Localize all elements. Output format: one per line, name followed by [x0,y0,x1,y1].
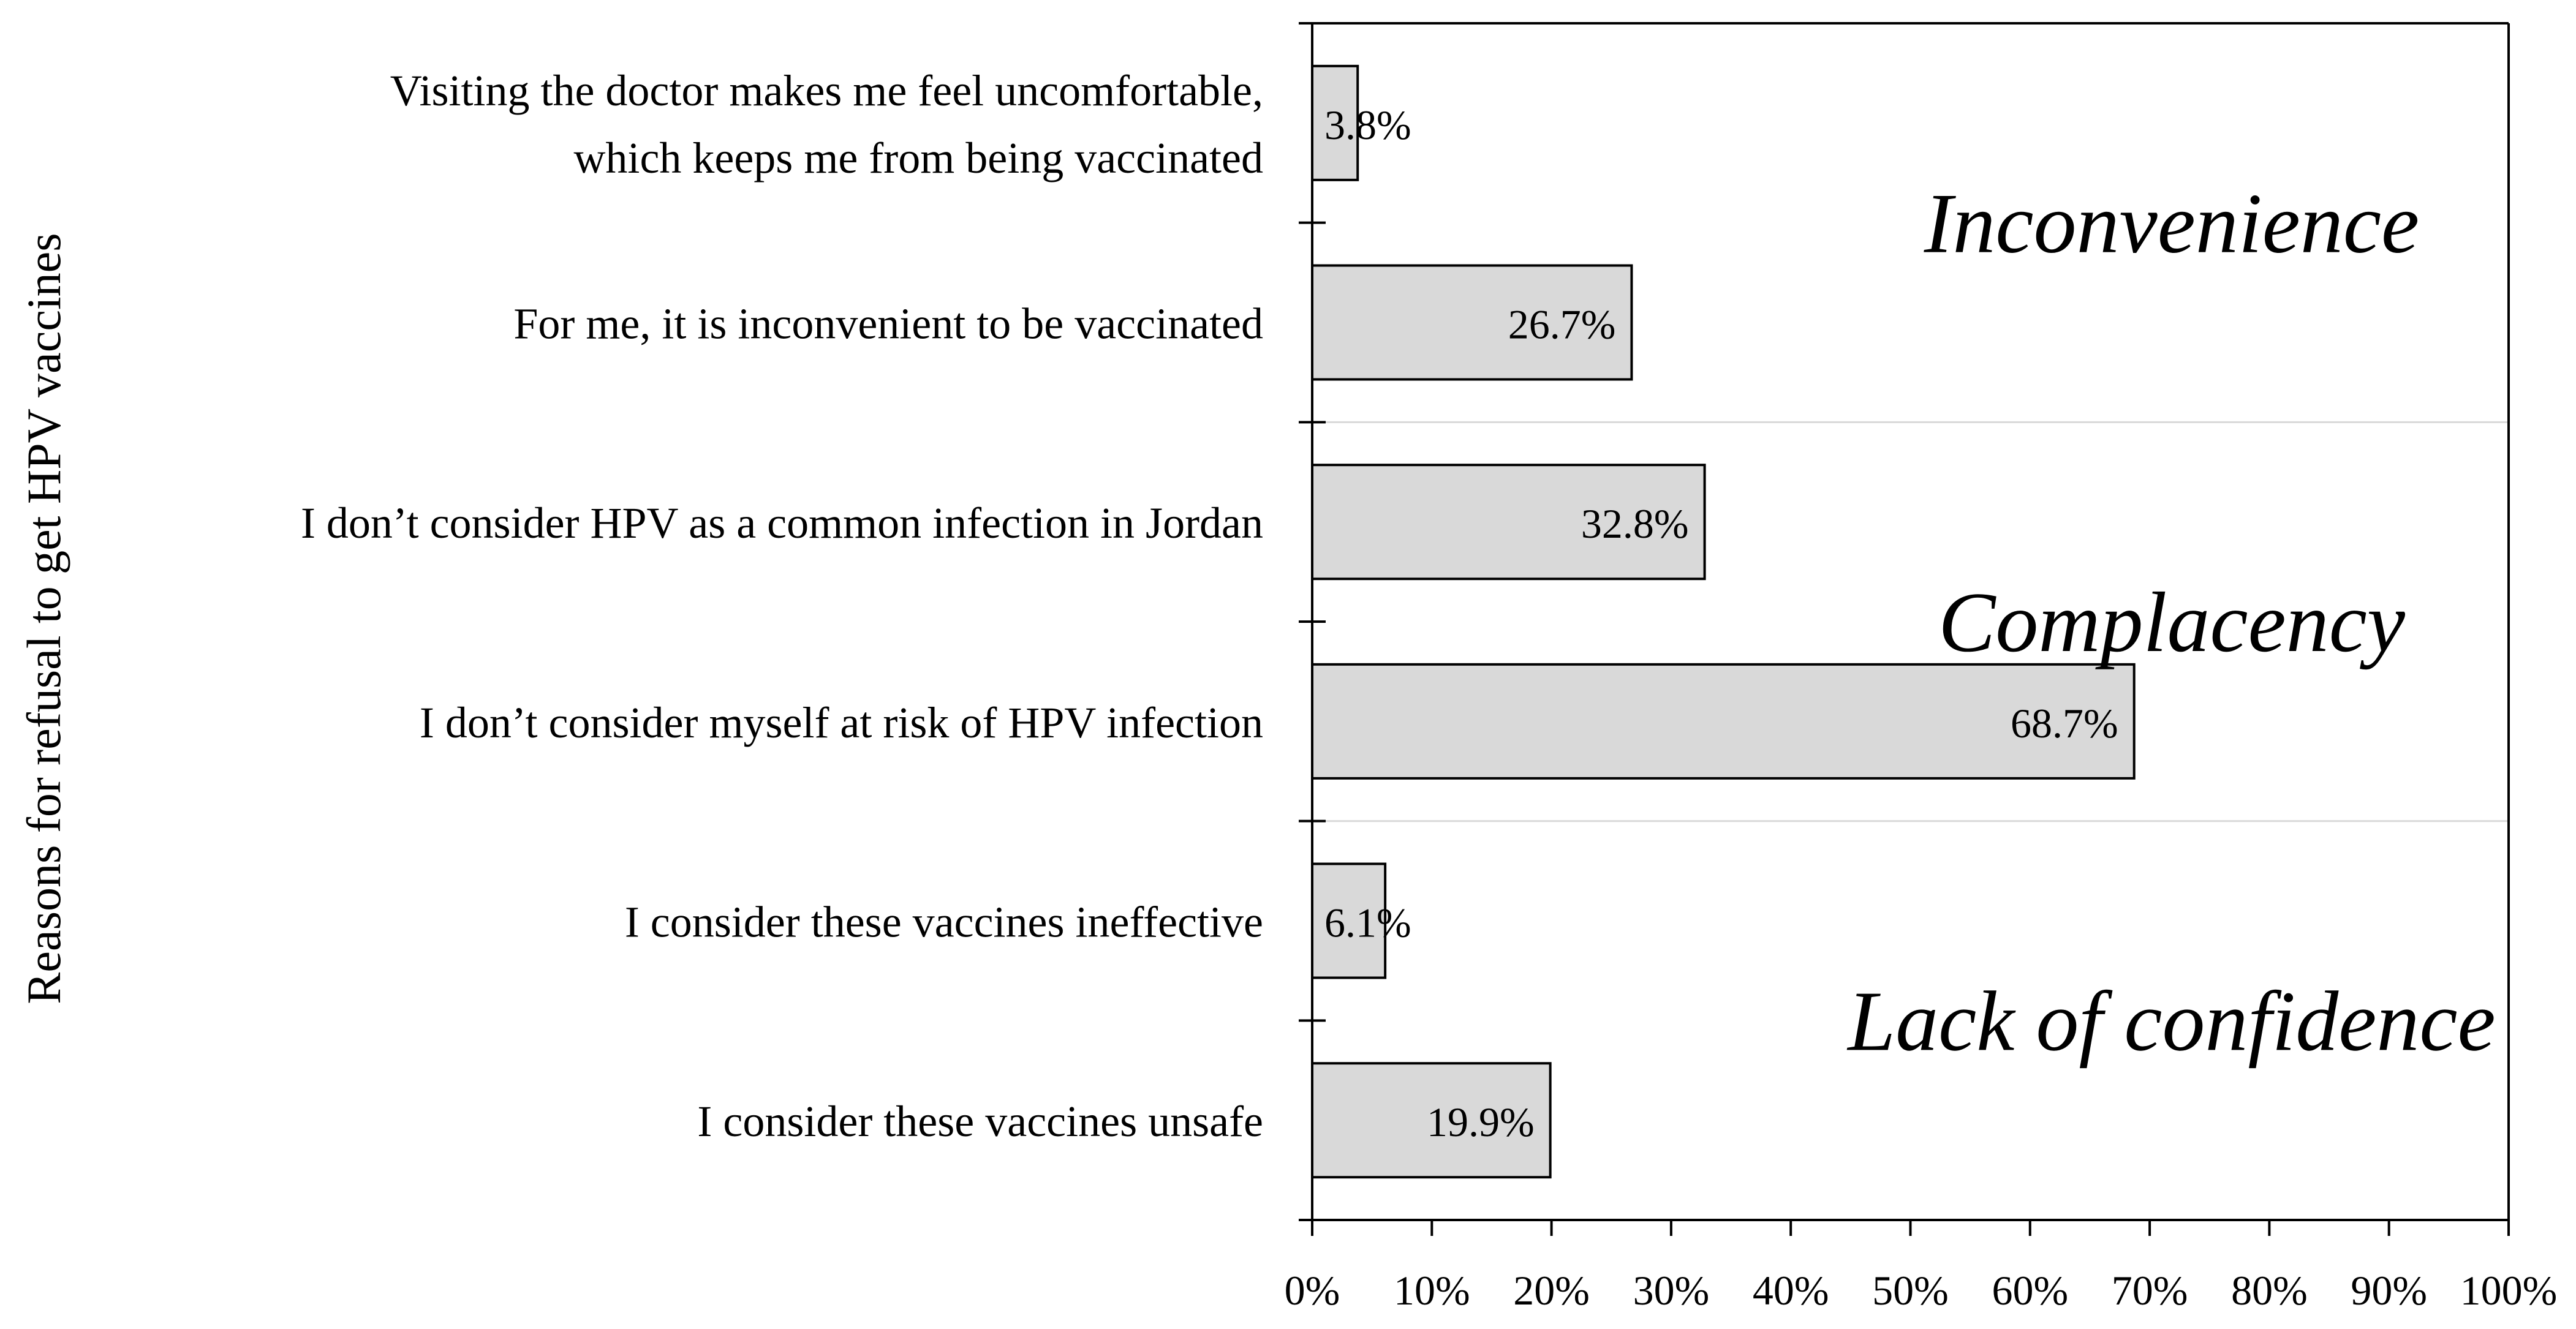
bar-value-label: 3.8% [1324,102,1411,148]
category-label: I don’t consider HPV as a common infecti… [301,499,1263,548]
x-tick-label: 20% [1513,1267,1590,1314]
bar-value-label: 32.8% [1581,500,1689,547]
bar-value-label: 26.7% [1508,301,1616,348]
category-label: Visiting the doctor makes me feel uncomf… [390,66,1263,115]
x-tick-label: 30% [1633,1267,1710,1314]
x-tick-label: 50% [1872,1267,1949,1314]
bars [1311,64,2136,1179]
category-labels: Visiting the doctor makes me feel uncomf… [301,66,1263,1146]
category-label: For me, it is inconvenient to be vaccina… [513,299,1263,348]
bar [1311,264,1633,381]
bar [1311,1062,1552,1179]
x-tick-label: 80% [2231,1267,2308,1314]
group-label: Complacency [1938,575,2406,670]
bar-value-label: 6.1% [1324,900,1411,946]
x-tick-label: 10% [1394,1267,1470,1314]
bar [1311,862,1387,979]
group-labels: Inconvenience Complacency Lack of confiden… [1846,176,2495,1069]
x-tick-label: 100% [2460,1267,2558,1314]
y-axis-title: Reasons for refusal to get HPV vaccines [17,233,70,1004]
category-label: I consider these vaccines unsafe [697,1097,1263,1146]
x-tick-label: 0% [1285,1267,1340,1314]
value-labels: 3.8% 26.7% 32.8% 68.7% 6.1% 19.9% [1324,102,2118,1145]
bar-value-label: 19.9% [1427,1099,1535,1145]
category-label: I don’t consider myself at risk of HPV i… [420,698,1263,747]
x-tick-label: 40% [1753,1267,1829,1314]
group-label: Lack of confidence [1846,974,2495,1069]
bar-value-label: 68.7% [2011,700,2118,747]
x-tick-label: 90% [2351,1267,2427,1314]
category-label: which keeps me from being vaccinated [573,134,1263,183]
group-separators [1312,421,2509,823]
axes: 0% 10% 20% 30% 40% 50% 60% 70% 80% 90% 100% [1285,22,2558,1314]
category-label: I consider these vaccines ineffective [625,898,1263,947]
x-tick-label: 70% [2112,1267,2188,1314]
x-tick-label: 60% [1992,1267,2068,1314]
group-label: Inconvenience [1924,176,2419,271]
